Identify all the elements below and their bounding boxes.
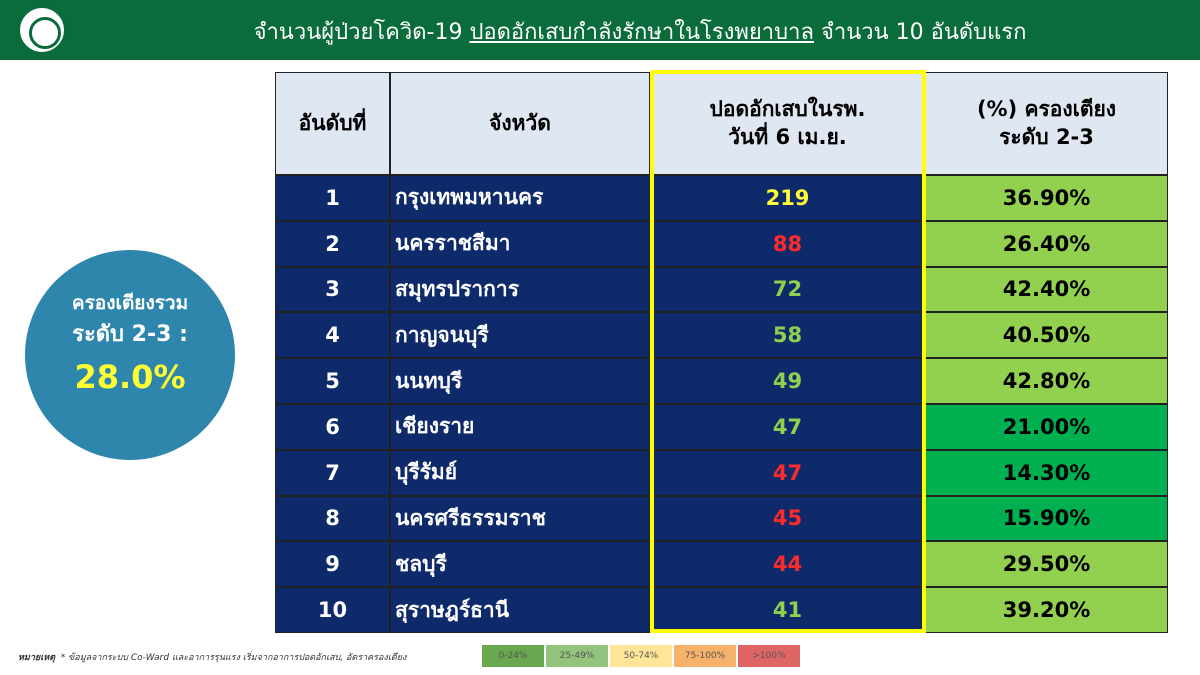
occupancy-cell: 42.80% (925, 358, 1168, 404)
occupancy-cell: 42.40% (925, 266, 1168, 313)
rank-cell: 10 (275, 587, 390, 633)
province-cell: กาญจนบุรี (390, 312, 650, 359)
header-cell: (%) ครองเตียง ระดับ 2-3 (925, 72, 1168, 175)
title: จำนวนผู้ป่วยโควิด-19 ปอดอักเสบกำลังรักษา… (90, 14, 1190, 49)
occupancy-cell: 39.20% (925, 587, 1168, 633)
legend-item: 0-24% (482, 645, 544, 667)
header-cell: อันดับที่ (275, 72, 390, 175)
province-cell: นนทบุรี (390, 358, 650, 404)
rank-cell: 3 (275, 266, 390, 313)
header: จำนวนผู้ป่วยโควิด-19 ปอดอักเสบกำลังรักษา… (0, 0, 1200, 60)
province-cell: สุราษฎร์ธานี (390, 587, 650, 633)
summary-label: ครองเตียงรวม (71, 292, 189, 314)
occupancy-cell: 21.00% (925, 404, 1168, 450)
cases-cell: 88 (650, 220, 925, 267)
rank-cell: 6 (275, 404, 390, 450)
rank-cell: 5 (275, 358, 390, 404)
title-underlined: ปอดอักเสบกำลังรักษาในโรงพยาบาล (469, 20, 814, 45)
cases-cell: 219 (650, 175, 925, 221)
cases-cell: 72 (650, 266, 925, 313)
summary-label: ระดับ 2-3 : (72, 322, 188, 347)
rank-cell: 4 (275, 312, 390, 359)
cases-cell: 49 (650, 358, 925, 404)
legend-item: >100% (738, 645, 800, 667)
cases-cell: 45 (650, 495, 925, 542)
title-part: จำนวนผู้ป่วยโควิด-19 (253, 20, 470, 45)
footnote: หมายเหตุ * ข้อมูลจากระบบ Co-Ward และอากา… (18, 650, 406, 664)
header-cell: จังหวัด (390, 72, 650, 175)
occupancy-cell: 40.50% (925, 312, 1168, 359)
cases-cell: 47 (650, 449, 925, 496)
logo (18, 6, 66, 54)
footnote-label: หมายเหตุ (18, 653, 56, 663)
cases-cell: 58 (650, 312, 925, 359)
province-cell: เชียงราย (390, 404, 650, 450)
province-cell: สมุทรปราการ (390, 266, 650, 313)
title-part: จำนวน 10 อันดับแรก (813, 20, 1027, 45)
summary-circle: ครองเตียงรวม ระดับ 2-3 : 28.0% (25, 250, 235, 460)
province-cell: ชลบุรี (390, 541, 650, 588)
occupancy-cell: 29.50% (925, 541, 1168, 588)
occupancy-cell: 36.90% (925, 175, 1168, 221)
cases-cell: 41 (650, 587, 925, 633)
footnote-text: * ข้อมูลจากระบบ Co-Ward และอาการรุนแรง เ… (60, 653, 407, 663)
province-cell: นครศรีธรรมราช (390, 495, 650, 542)
occupancy-cell: 15.90% (925, 495, 1168, 542)
province-cell: นครราชสีมา (390, 220, 650, 267)
occupancy-cell: 14.30% (925, 449, 1168, 496)
rank-cell: 7 (275, 449, 390, 496)
province-cell: กรุงเทพมหานคร (390, 175, 650, 221)
occupancy-cell: 26.40% (925, 220, 1168, 267)
cases-cell: 47 (650, 404, 925, 450)
rank-cell: 1 (275, 175, 390, 221)
summary-value: 28.0% (74, 358, 186, 396)
legend-item: 75-100% (674, 645, 736, 667)
header-cell: ปอดอักเสบในรพ. วันที่ 6 เม.ย. (650, 72, 925, 175)
legend-item: 25-49% (546, 645, 608, 667)
rank-cell: 9 (275, 541, 390, 588)
rank-cell: 2 (275, 220, 390, 267)
legend-item: 50-74% (610, 645, 672, 667)
province-cell: บุรีรัมย์ (390, 449, 650, 496)
cases-cell: 44 (650, 541, 925, 588)
rank-cell: 8 (275, 495, 390, 542)
